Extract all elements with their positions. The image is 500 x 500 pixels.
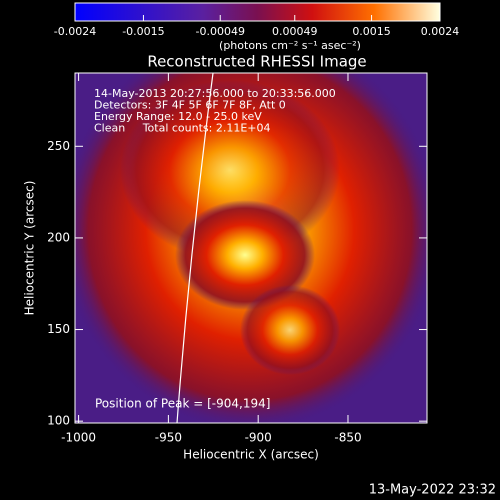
plot-frame (74, 72, 428, 424)
annotation: Energy Range: 12.0 - 25.0 keV (94, 110, 262, 123)
peak-label: Position of Peak = [-904,194] (95, 397, 270, 411)
annotation: Clean Total counts: 2.11E+04 (94, 122, 271, 135)
y-tick-label: 150 (47, 322, 70, 336)
x-tick-label: -900 (245, 431, 272, 445)
image (75, 73, 427, 423)
colorbar-tick-label: 0.0015 (352, 25, 391, 38)
y-tick-label: 250 (47, 139, 70, 153)
x-tick-label: -1000 (61, 431, 96, 445)
annotation: 14-May-2013 20:27:56.000 to 20:33:56.000 (94, 87, 336, 100)
x-tick-label: -850 (334, 431, 361, 445)
y-axis-label: Heliocentric Y (arcsec) (23, 181, 37, 316)
colorbar (74, 2, 441, 22)
annotation: Detectors: 3F 4F 5F 6F 7F 8F, Att 0 (94, 99, 286, 112)
colorbar-tick-label: 0.0024 (421, 25, 460, 38)
colorbar-tick-label: 0.00049 (272, 25, 318, 38)
y-tick-label: 100 (47, 414, 70, 428)
colorbar-tick-label: -0.0015 (122, 25, 164, 38)
colorbar-tick-label: -0.0024 (54, 25, 96, 38)
x-axis-label: Heliocentric X (arcsec) (183, 448, 319, 462)
colorbar-tick-label: -0.00049 (196, 25, 245, 38)
colorbar-label: (photons cm⁻² s⁻¹ asec⁻²) (219, 39, 361, 52)
timestamp: 13-May-2022 23:32 (369, 483, 496, 498)
x-tick-label: -950 (155, 431, 182, 445)
y-tick-label: 200 (47, 230, 70, 244)
chart-title: Reconstructed RHESSI Image (147, 53, 366, 71)
